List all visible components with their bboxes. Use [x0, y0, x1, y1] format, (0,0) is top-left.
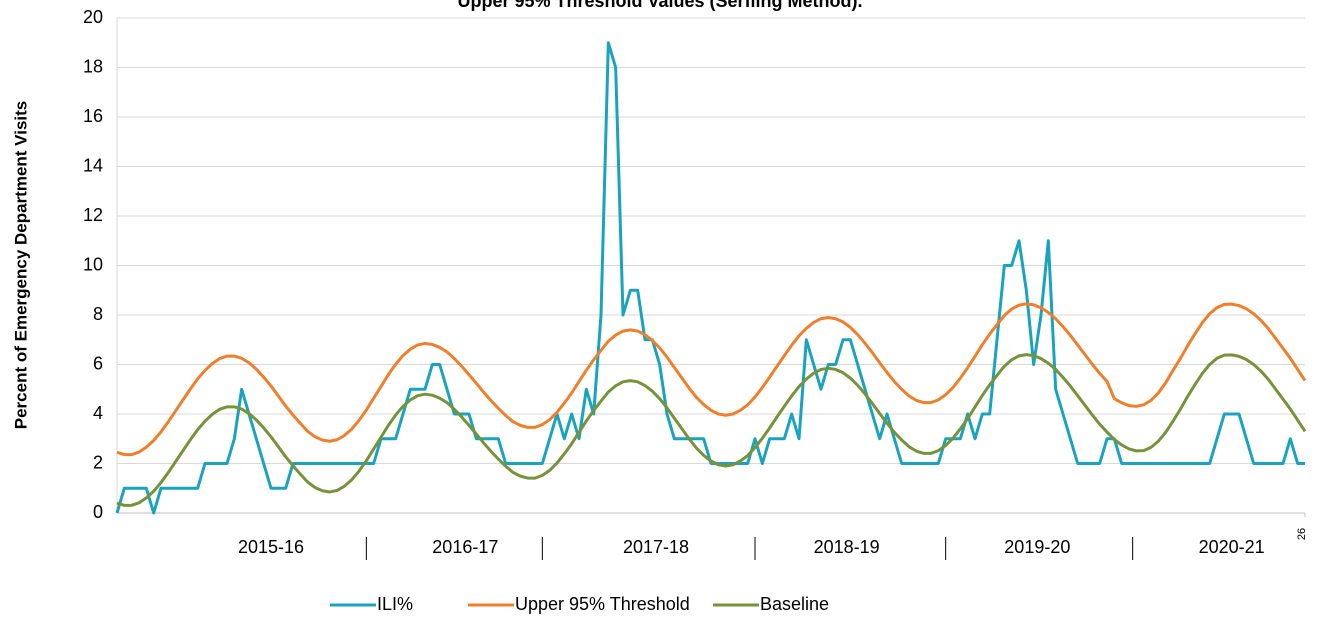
y-axis-label: Percent of Emergency Department Visits: [11, 101, 30, 429]
y-tick-label: 2: [93, 452, 103, 472]
y-tick-label: 18: [83, 56, 103, 76]
y-tick-label: 14: [83, 155, 103, 175]
y-tick-label: 20: [83, 7, 103, 27]
y-tick-label: 10: [83, 254, 103, 274]
x-tick-label: 2018-19: [814, 537, 880, 557]
series-line: [116, 302, 1307, 457]
x-tick-label: 2016-17: [432, 537, 498, 557]
series-line: [115, 41, 1305, 515]
y-tick-label: 6: [93, 353, 103, 373]
x-week-label: 26: [1296, 528, 1308, 540]
series-line: [116, 353, 1307, 507]
legend-label: ILI%: [377, 594, 413, 614]
legend-label: Baseline: [760, 594, 829, 614]
y-tick-label: 8: [93, 304, 103, 324]
x-tick-label: 2015-16: [238, 537, 304, 557]
x-tick-label: 2017-18: [623, 537, 689, 557]
legend-label: Upper 95% Threshold: [515, 594, 690, 614]
y-tick-label: 4: [93, 403, 103, 423]
chart-title: Upper 95% Threshold Values (Serfling Met…: [457, 0, 862, 11]
y-tick-label: 16: [83, 106, 103, 126]
x-tick-label: 2020-21: [1199, 537, 1265, 557]
y-tick-label: 12: [83, 205, 103, 225]
y-tick-label: 0: [93, 502, 103, 522]
x-tick-label: 2019-20: [1004, 537, 1070, 557]
